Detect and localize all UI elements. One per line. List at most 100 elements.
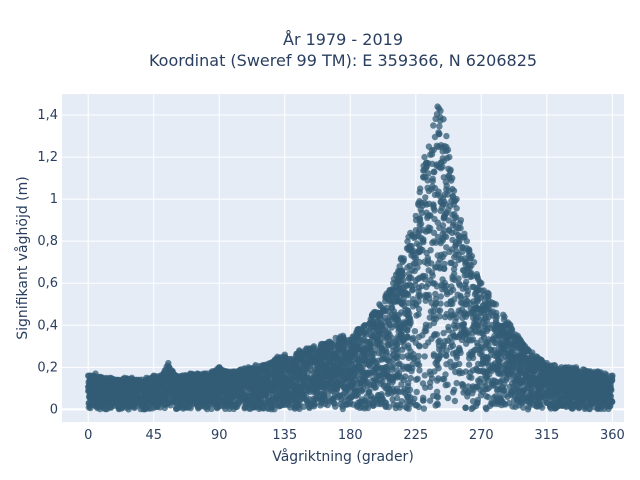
data-point [227,402,235,410]
data-point [456,233,464,240]
data-point [489,377,496,384]
data-point [270,399,277,407]
data-point [400,319,407,326]
data-point [500,316,508,323]
data-point [474,396,482,404]
data-point [300,395,307,402]
data-point [518,348,525,355]
data-point [499,376,506,384]
data-point [509,374,517,382]
data-point [250,380,257,388]
data-point [450,386,458,394]
data-point [406,281,413,288]
data-point [452,349,460,356]
data-point [493,339,500,347]
data-point [399,337,407,345]
data-point [277,402,284,409]
data-point [385,329,392,336]
data-point [422,194,429,201]
data-point [441,250,448,258]
data-point [500,344,507,351]
data-point [451,270,458,278]
data-point [520,352,527,360]
data-point [541,391,548,398]
data-point [470,386,477,393]
data-point [379,308,386,316]
data-point [441,285,449,292]
data-point [364,399,371,406]
data-point [461,272,468,279]
data-point [417,220,425,228]
data-point [586,405,593,413]
data-point [507,349,514,356]
data-point [415,352,422,360]
data-point [572,370,579,377]
data-point [151,404,159,411]
data-point [305,403,313,411]
data-point [431,133,439,141]
data-point [388,364,396,371]
data-point [469,398,477,405]
data-point [462,261,469,268]
data-point [420,167,427,174]
data-point [351,342,359,349]
data-point [422,293,429,301]
data-point [451,261,459,268]
data-point [363,379,370,387]
data-point [437,293,444,300]
data-point [329,396,336,403]
data-point [449,185,456,193]
data-point [411,328,419,335]
data-point [460,320,468,328]
data-point [332,354,340,362]
data-point [408,367,415,375]
data-point [448,283,455,290]
data-point [278,396,285,403]
data-point [482,358,489,366]
data-point [420,394,427,401]
data-point [498,401,505,409]
data-point [332,403,339,410]
data-point [492,325,499,332]
data-point [372,377,379,384]
data-point [443,352,450,360]
data-point [509,340,516,347]
data-point [456,344,463,352]
data-point [431,331,439,338]
data-point [414,264,421,271]
data-point [474,305,482,312]
data-point [394,372,401,379]
data-point [415,311,422,318]
data-point [187,400,194,408]
data-point [319,376,326,384]
data-point [173,405,181,412]
data-point [478,337,485,344]
data-point [562,391,569,399]
data-point [445,227,453,234]
data-point [528,386,535,394]
data-point [406,386,414,394]
data-point [430,205,437,212]
data-point [473,366,480,373]
data-point [426,368,433,375]
data-point [413,388,420,396]
data-point [439,237,447,244]
data-point [396,404,404,411]
data-point [475,360,482,368]
data-point [257,373,264,380]
data-point [443,244,450,251]
data-point [595,405,602,412]
data-point [432,290,439,298]
data-point [444,394,452,402]
data-point [396,263,403,270]
data-point [297,386,305,394]
data-point [444,381,451,388]
data-point [492,319,500,326]
data-point [462,368,469,375]
data-point [305,376,313,383]
data-point [443,347,450,354]
data-point [404,342,412,349]
data-point [483,327,491,334]
data-point [568,397,575,405]
data-point [244,397,251,405]
